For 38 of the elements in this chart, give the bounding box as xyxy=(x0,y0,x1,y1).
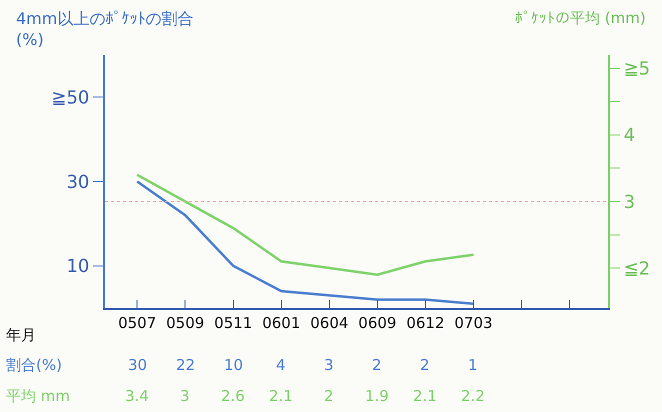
x-tick-label: 0609 xyxy=(358,314,396,332)
y2-tick-label: ≧5 xyxy=(624,58,650,80)
text: 割合(%) xyxy=(6,356,62,374)
data-label: 4 xyxy=(276,356,286,374)
data-label: 2.1 xyxy=(413,387,437,405)
data-label: 2.2 xyxy=(461,387,485,405)
y-tick-label: 10 xyxy=(66,256,90,278)
data-label: 10 xyxy=(224,356,244,374)
data-label: 30 xyxy=(128,356,148,374)
x-tick-label: 0703 xyxy=(454,314,493,332)
x-tick-label: 0612 xyxy=(406,314,445,332)
y-tick-label: 30 xyxy=(66,172,90,193)
text: 平均 mm xyxy=(6,387,70,405)
x-axis-title: 年月 xyxy=(6,326,36,344)
data-label: 22 xyxy=(176,356,196,374)
data-label: 1 xyxy=(468,356,478,374)
y-axis-title: 4mm以上のﾎﾟｹｯﾄの割合 (%) xyxy=(16,9,194,49)
y2-tick-label: 3 xyxy=(624,192,636,213)
y-tick-label: ≧50 xyxy=(51,87,90,108)
line-series xyxy=(136,180,475,306)
line-series xyxy=(136,174,475,276)
data-label: 2 xyxy=(420,356,430,374)
x-tick-label: 0511 xyxy=(214,314,252,332)
x-tick-label: 0507 xyxy=(118,314,156,332)
data-label: 3 xyxy=(324,356,334,374)
x-tick-label: 0604 xyxy=(310,314,348,332)
data-label: 2 xyxy=(372,356,382,374)
data-label: 2.6 xyxy=(221,387,245,405)
y2-axis-title: ﾎﾟｹｯﾄの平均 (mm) xyxy=(515,9,646,27)
x-tick-label: 0509 xyxy=(166,314,204,332)
x-tick-label: 0601 xyxy=(262,314,300,332)
y2-tick-label: ≦2 xyxy=(624,258,650,280)
data-label: 2 xyxy=(324,387,334,405)
data-label: 3.4 xyxy=(125,387,149,405)
data-label: 1.9 xyxy=(365,387,389,405)
data-label: 3 xyxy=(180,387,190,405)
y2-tick-label: 4 xyxy=(624,125,636,146)
data-label: 2.1 xyxy=(269,387,293,405)
